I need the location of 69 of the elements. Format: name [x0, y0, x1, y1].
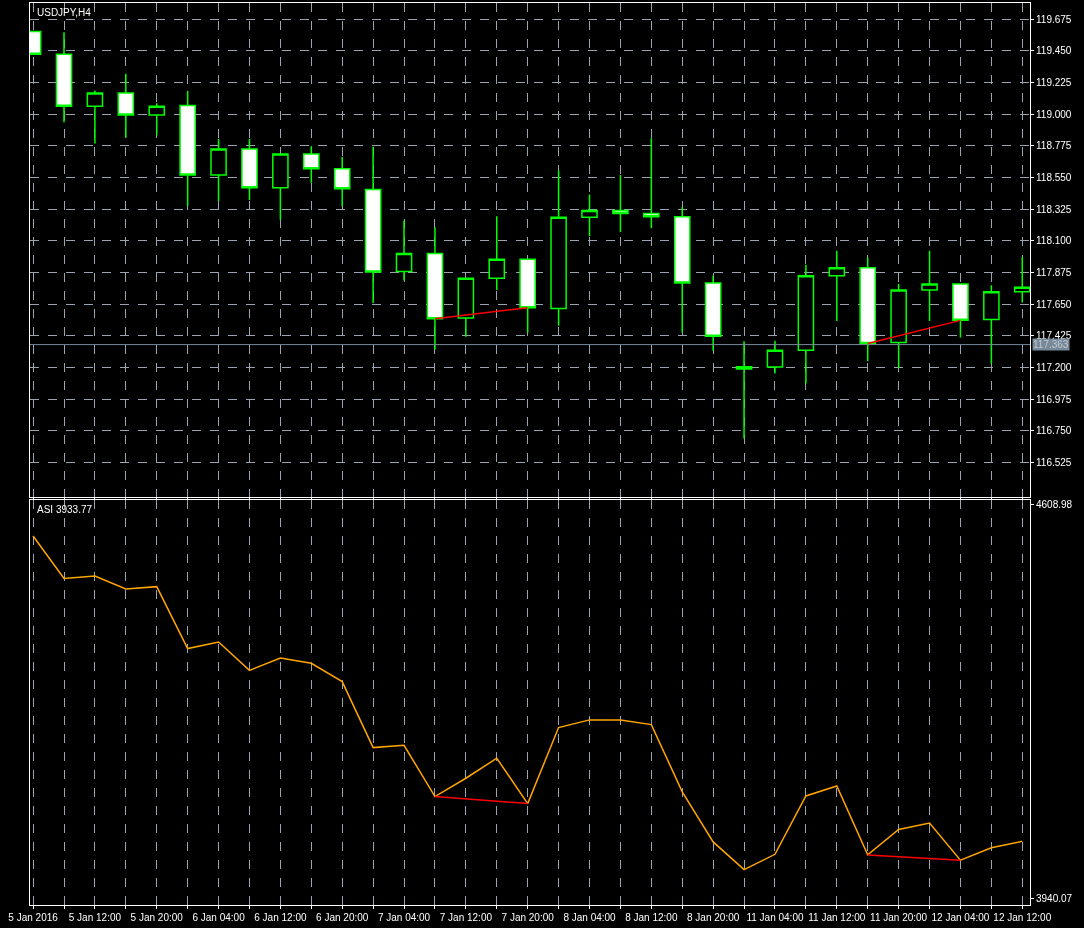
y-tick-label: 4608.98 — [1036, 498, 1073, 510]
y-tick-label: 119.675 — [1036, 13, 1072, 25]
candlestick — [766, 340, 784, 375]
x-tick-label: 5 Jan 2016 — [8, 912, 59, 923]
chart-title: ASI 3933.77 — [37, 504, 93, 515]
x-tick-label: 6 Jan 04:00 — [192, 912, 246, 923]
candlestick — [581, 193, 598, 237]
y-tick-label: 119.225 — [1036, 77, 1072, 89]
y-tick-label: 116.750 — [1036, 425, 1072, 437]
y-tick-label: 117.650 — [1036, 298, 1072, 310]
candlestick — [457, 277, 475, 338]
y-tick-label: 116.975 — [1036, 393, 1072, 405]
candlestick — [364, 146, 382, 304]
x-tick-label: 7 Jan 12:00 — [439, 912, 493, 923]
candlestick — [612, 174, 629, 233]
y-tick-label: 117.875 — [1036, 267, 1072, 279]
y-tick-label: 116.525 — [1036, 457, 1072, 469]
x-tick-label: 7 Jan 04:00 — [377, 912, 431, 923]
candlestick — [797, 264, 815, 385]
candlestick — [148, 102, 166, 136]
ref-line-label: 117.363 — [1033, 339, 1069, 350]
y-tick-label: 118.775 — [1036, 140, 1072, 152]
candlestick — [735, 340, 753, 440]
candlestick — [952, 283, 969, 339]
x-tick-label: 11 Jan 20:00 — [870, 912, 928, 923]
y-tick-label: 117.200 — [1036, 362, 1072, 374]
candlestick — [179, 90, 196, 208]
candlestick — [210, 138, 227, 202]
x-tick-label: 5 Jan 12:00 — [68, 912, 122, 923]
chart-title: USDJPY,H4 — [37, 7, 92, 18]
y-tick-label: 117.425 — [1036, 330, 1072, 342]
y-tick-label: 3940.07 — [1036, 892, 1073, 904]
y-tick-label: 118.550 — [1036, 172, 1072, 184]
y-tick-label: 119.000 — [1036, 108, 1072, 120]
x-tick-label: 12 Jan 12:00 — [993, 912, 1052, 923]
candlestick — [704, 275, 722, 352]
candlestick — [426, 226, 444, 351]
y-tick-label: 119.450 — [1036, 45, 1072, 57]
candlestick — [983, 284, 1000, 365]
candlestick — [302, 145, 320, 184]
x-tick-label: 11 Jan 04:00 — [746, 912, 804, 923]
candlestick — [550, 169, 567, 327]
x-tick-label: 7 Jan 20:00 — [501, 912, 555, 923]
line-series — [32, 535, 1024, 871]
x-tick-label: 6 Jan 20:00 — [316, 912, 369, 923]
candlestick — [55, 31, 73, 123]
x-tick-label: 8 Jan 04:00 — [563, 912, 617, 923]
candlestick — [921, 250, 938, 322]
candlestick — [673, 206, 691, 334]
x-tick-label: 5 Jan 20:00 — [130, 912, 184, 923]
candlestick — [488, 215, 506, 291]
candlestick — [890, 283, 907, 370]
x-tick-label: 8 Jan 20:00 — [687, 912, 740, 923]
y-tick-label: 118.325 — [1036, 203, 1072, 215]
x-tick-label: 8 Jan 12:00 — [625, 912, 678, 923]
candlestick — [272, 153, 289, 221]
candlestick — [395, 219, 413, 282]
x-tick-label: 11 Jan 12:00 — [808, 912, 866, 923]
candlestick — [241, 138, 258, 201]
candlestick — [333, 156, 351, 208]
candlestick — [117, 72, 135, 139]
candlestick — [859, 256, 877, 363]
candlestick — [643, 137, 660, 230]
candlestick — [828, 250, 846, 322]
candlestick — [86, 89, 104, 145]
y-tick-label: 118.100 — [1036, 235, 1072, 247]
x-tick-label: 12 Jan 04:00 — [931, 912, 990, 923]
x-tick-label: 6 Jan 12:00 — [254, 912, 307, 923]
candlestick — [519, 258, 537, 334]
